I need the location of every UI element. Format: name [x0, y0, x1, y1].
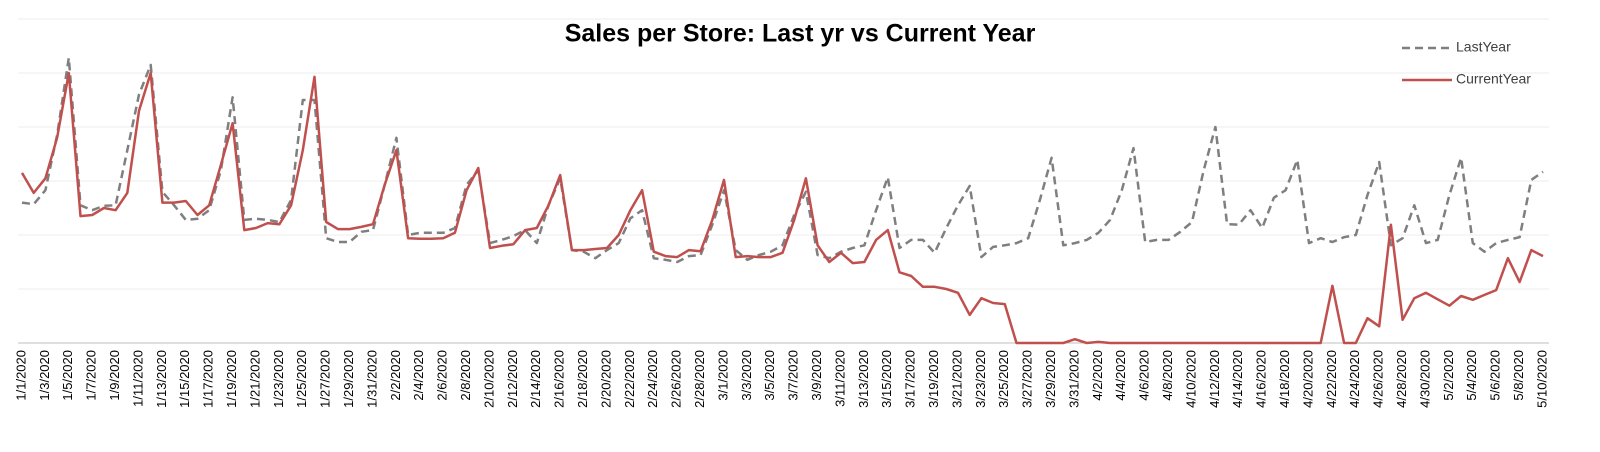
x-tick-label: 4/16/2020: [1254, 350, 1269, 408]
x-tick-label: 3/29/2020: [1043, 350, 1058, 408]
x-tick-label: 1/23/2020: [271, 350, 286, 408]
x-tick-label: 3/13/2020: [856, 350, 871, 408]
x-tick-label: 2/18/2020: [575, 350, 590, 408]
x-tick-label: 2/28/2020: [692, 350, 707, 408]
x-tick-label: 3/19/2020: [926, 350, 941, 408]
series-line: [20, 71, 1544, 345]
x-tick-label: 3/23/2020: [973, 350, 988, 408]
x-tick-label: 1/27/2020: [318, 350, 333, 408]
x-tick-label: 2/10/2020: [481, 350, 496, 408]
x-tick-label: 1/31/2020: [364, 350, 379, 408]
x-tick-label: 4/26/2020: [1371, 350, 1386, 408]
x-tick-label: 2/24/2020: [645, 350, 660, 408]
x-tick-label: 4/4/2020: [1113, 350, 1128, 401]
x-tick-label: 4/2/2020: [1090, 350, 1105, 401]
x-tick-label: 1/29/2020: [341, 350, 356, 408]
x-tick-label: 5/2/2020: [1441, 350, 1456, 401]
x-tick-label: 2/2/2020: [388, 350, 403, 401]
x-tick-label: 1/5/2020: [60, 350, 75, 401]
x-tick-label: 2/20/2020: [598, 350, 613, 408]
x-tick-label: 4/6/2020: [1137, 350, 1152, 401]
x-tick-label: 4/14/2020: [1230, 350, 1245, 408]
series-line: [21, 56, 1544, 264]
x-tick-label: 4/10/2020: [1183, 350, 1198, 408]
x-tick-label: 2/8/2020: [458, 350, 473, 401]
x-tick-label: 5/4/2020: [1464, 350, 1479, 401]
x-tick-label: 1/3/2020: [37, 350, 52, 401]
x-tick-label: 3/5/2020: [762, 350, 777, 401]
x-tick-label: 3/11/2020: [832, 350, 847, 407]
x-tick-label: 1/7/2020: [84, 350, 99, 401]
legend-label: LastYear: [1456, 39, 1511, 55]
x-tick-label: 4/8/2020: [1160, 350, 1175, 401]
x-tick-label: 3/27/2020: [1020, 350, 1035, 408]
x-tick-label: 3/25/2020: [996, 350, 1011, 408]
x-tick-label: 5/10/2020: [1534, 350, 1549, 408]
x-tick-label: 1/25/2020: [294, 350, 309, 408]
x-tick-label: 3/21/2020: [949, 350, 964, 408]
x-tick-label: 2/14/2020: [528, 350, 543, 408]
x-tick-label: 4/30/2020: [1417, 350, 1432, 408]
legend-label: CurrentYear: [1456, 71, 1531, 87]
x-tick-label: 4/12/2020: [1207, 350, 1222, 408]
x-tick-label: 4/24/2020: [1347, 350, 1362, 408]
x-tick-label: 1/21/2020: [247, 350, 262, 408]
x-tick-label: 4/28/2020: [1394, 350, 1409, 408]
x-tick-label: 3/1/2020: [715, 350, 730, 401]
x-tick-label: 2/6/2020: [435, 350, 450, 401]
x-tick-label: 2/16/2020: [552, 350, 567, 408]
x-tick-label: 1/13/2020: [154, 350, 169, 408]
x-tick-label: 1/15/2020: [177, 350, 192, 408]
x-tick-label: 2/4/2020: [411, 350, 426, 401]
x-tick-label: 5/6/2020: [1488, 350, 1503, 401]
x-tick-label: 3/17/2020: [903, 350, 918, 408]
x-tick-label: 3/31/2020: [1066, 350, 1081, 408]
x-tick-label: 3/15/2020: [879, 350, 894, 408]
x-tick-label: 5/8/2020: [1511, 350, 1526, 401]
x-tick-label: 4/18/2020: [1277, 350, 1292, 408]
x-tick-label: 2/12/2020: [505, 350, 520, 408]
x-tick-label: 1/1/2020: [13, 350, 28, 401]
x-tick-label: 2/26/2020: [669, 350, 684, 408]
x-tick-label: 3/9/2020: [809, 350, 824, 401]
x-tick-label: 3/7/2020: [786, 350, 801, 401]
x-tick-label: 4/22/2020: [1324, 350, 1339, 408]
x-tick-label: 1/9/2020: [107, 350, 122, 401]
x-tick-label: 1/17/2020: [201, 350, 216, 408]
x-tick-label: 3/3/2020: [739, 350, 754, 401]
x-tick-label: 1/11/2020: [130, 350, 145, 407]
x-tick-label: 1/19/2020: [224, 350, 239, 408]
chart-title: Sales per Store: Last yr vs Current Year: [565, 20, 1036, 48]
x-tick-label: 2/22/2020: [622, 350, 637, 408]
x-tick-label: 4/20/2020: [1300, 350, 1315, 408]
